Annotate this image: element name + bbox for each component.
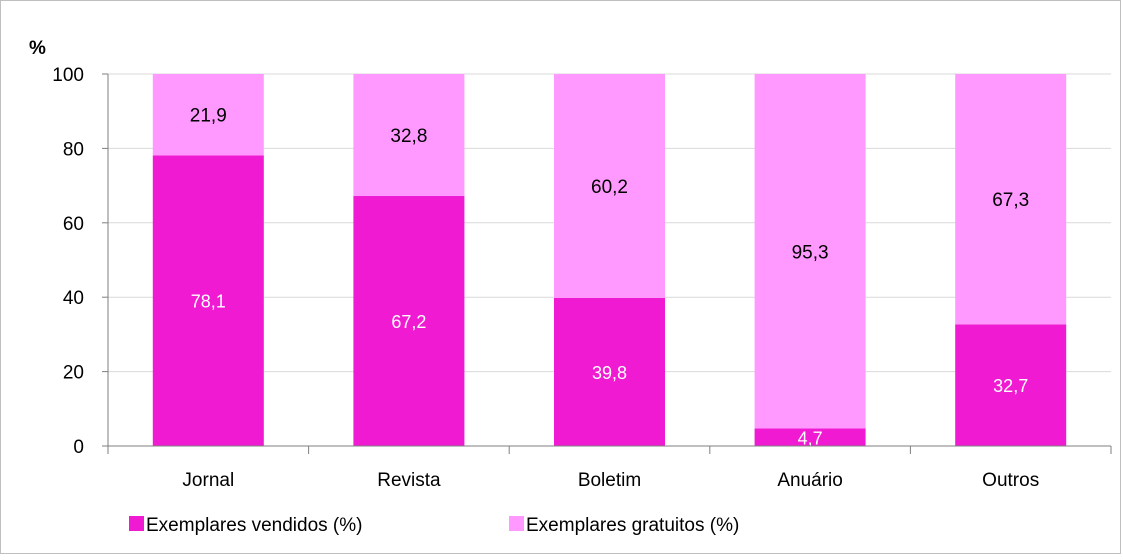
- data-label: 39,8: [592, 363, 627, 383]
- data-label: 95,3: [792, 242, 829, 263]
- y-tick-label: 0: [73, 437, 84, 458]
- x-tick-labels: Jornal Revista Boletim Anuário Outros: [182, 470, 1039, 491]
- y-tick-labels: 0 20 40 60 80 100: [52, 65, 84, 458]
- bar-gratuitos: [152, 74, 264, 156]
- bar-vendidos: [955, 324, 1067, 446]
- y-tick-label: 80: [63, 139, 84, 160]
- y-tick-label: 60: [63, 214, 84, 235]
- x-tick-label: Revista: [377, 470, 441, 491]
- x-tick-label: Jornal: [182, 470, 234, 491]
- data-label: 67,3: [992, 190, 1029, 211]
- bar-gratuitos: [955, 74, 1067, 325]
- y-axis-label: %: [29, 38, 46, 59]
- bar-gratuitos: [554, 74, 665, 298]
- x-tick-label: Outros: [982, 470, 1039, 491]
- data-label: 32,7: [993, 376, 1028, 396]
- data-label: 60,2: [591, 177, 628, 198]
- bar-gratuitos: [754, 74, 866, 429]
- legend-label: Exemplares gratuitos (%): [526, 515, 739, 536]
- data-label: 67,2: [391, 312, 426, 332]
- legend-swatch: [509, 516, 524, 531]
- x-tick-label: Boletim: [578, 470, 641, 491]
- legend: Exemplares vendidos (%) Exemplares gratui…: [129, 515, 739, 536]
- y-tick-label: 100: [52, 65, 84, 86]
- data-label: 32,8: [390, 126, 427, 147]
- axes: [107, 74, 1112, 454]
- y-tick-label: 20: [63, 363, 84, 384]
- bar-vendidos: [554, 297, 665, 446]
- legend-swatch: [129, 516, 144, 531]
- data-label: 21,9: [190, 106, 227, 127]
- legend-label: Exemplares vendidos (%): [146, 515, 362, 536]
- bars: 78,1 21,9 67,2 32,8 39,8 60,2 4,7 95,3 32,7 67,3: [152, 74, 1067, 448]
- y-tick-label: 40: [63, 288, 84, 309]
- bar-gratuitos: [353, 74, 465, 197]
- bar-vendidos: [353, 196, 465, 446]
- x-tick-label: Anuário: [777, 470, 843, 491]
- bar-vendidos: [152, 155, 264, 446]
- data-label: 4,7: [798, 428, 823, 448]
- data-label: 78,1: [191, 292, 226, 312]
- bar-vendidos: [754, 428, 866, 446]
